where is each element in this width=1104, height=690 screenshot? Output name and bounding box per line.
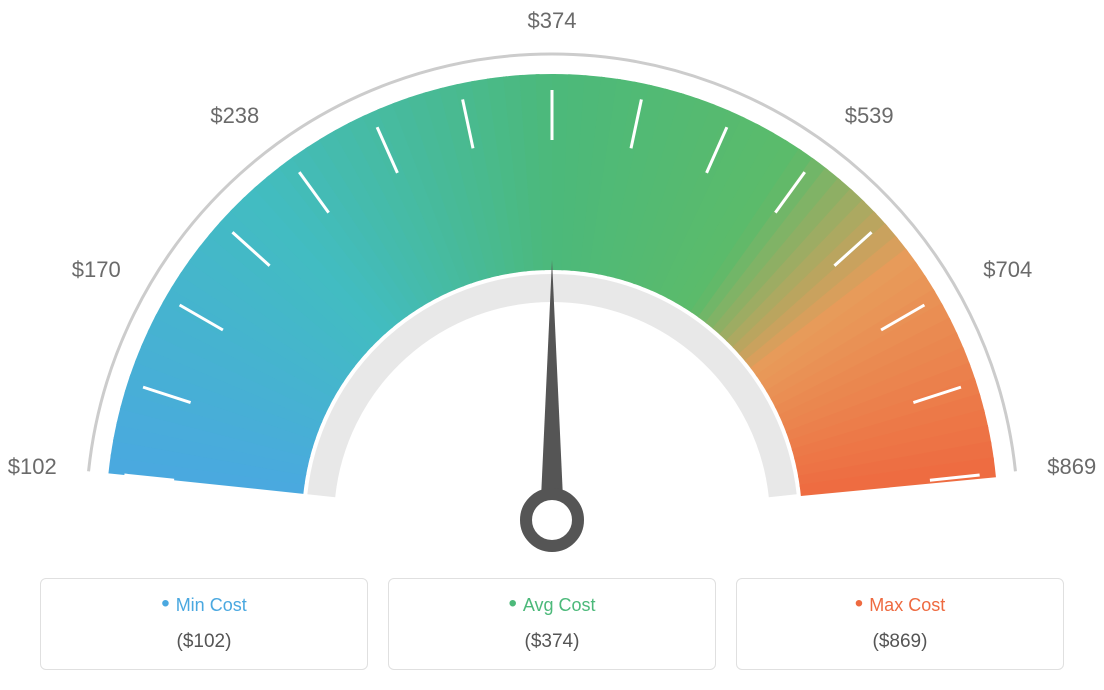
gauge-needle-hub	[526, 494, 578, 546]
legend-min: Min Cost ($102)	[40, 578, 368, 671]
gauge-tick-label: $102	[8, 454, 57, 479]
legend-min-title: Min Cost	[161, 595, 246, 616]
gauge-svg: $102 $170 $238 $374 $539 $704 $869	[0, 0, 1104, 560]
gauge-tick-label: $170	[72, 257, 121, 282]
gauge-tick-label: $238	[210, 103, 259, 128]
legend-avg: Avg Cost ($374)	[388, 578, 716, 671]
legend-avg-value: ($374)	[399, 631, 705, 653]
legend-max-value: ($869)	[747, 631, 1053, 653]
gauge-tick-label: $374	[528, 8, 577, 33]
gauge-tick-label: $539	[845, 103, 894, 128]
legend-min-value: ($102)	[51, 631, 357, 653]
legend-avg-title: Avg Cost	[508, 595, 595, 616]
legend-max-title: Max Cost	[855, 595, 945, 616]
cost-gauge-widget: $102 $170 $238 $374 $539 $704 $869 Min Cost ($…	[0, 0, 1104, 690]
gauge-tick-label: $704	[983, 257, 1032, 282]
gauge-tick-label: $869	[1047, 454, 1096, 479]
legend-row: Min Cost ($102) Avg Cost ($374) Max Cost…	[0, 578, 1104, 671]
gauge-chart: $102 $170 $238 $374 $539 $704 $869	[0, 0, 1104, 560]
legend-max: Max Cost ($869)	[736, 578, 1064, 671]
